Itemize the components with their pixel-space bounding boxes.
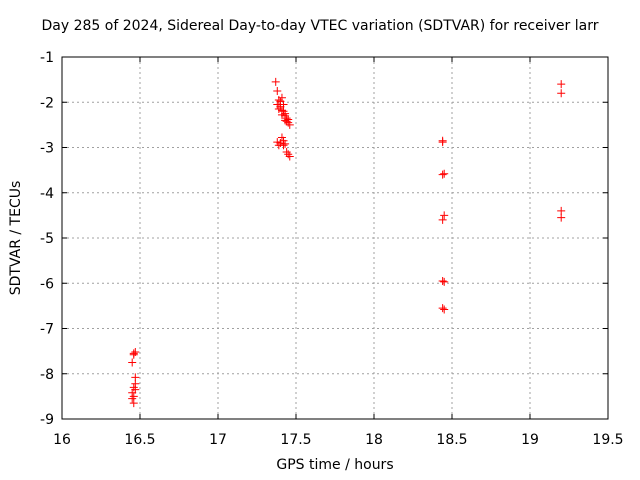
x-tick-label: 19.5	[592, 432, 623, 448]
data-point	[285, 152, 294, 161]
x-tick-label: 19	[521, 432, 539, 448]
y-tick-label: -1	[40, 50, 54, 66]
data-point	[438, 138, 447, 147]
data-point	[557, 206, 566, 215]
chart-title: Day 285 of 2024, Sidereal Day-to-day VTE…	[41, 18, 599, 34]
data-point	[440, 305, 449, 314]
data-point	[277, 93, 286, 102]
data-point	[277, 110, 286, 119]
x-tick-label: 18.5	[436, 432, 467, 448]
y-axis-label: SDTVAR / TECUs	[8, 180, 24, 296]
x-tick-label: 16.5	[124, 432, 155, 448]
data-point	[557, 89, 566, 98]
data-point	[557, 80, 566, 89]
data-point	[274, 105, 283, 114]
y-axis-ticks: -1 -2 -3 -4 -5 -6 -7 -8 -9	[40, 50, 608, 428]
grid-lines	[62, 57, 608, 419]
data-point	[279, 141, 288, 150]
data-point	[284, 150, 293, 159]
y-tick-label: -3	[40, 141, 54, 157]
data-point	[273, 86, 282, 95]
y-tick-label: -9	[40, 412, 54, 428]
data-point	[440, 169, 449, 178]
data-point	[440, 211, 449, 220]
data-point	[281, 139, 290, 148]
data-point	[277, 133, 286, 142]
data-point	[440, 277, 449, 286]
y-tick-label: -7	[40, 322, 54, 338]
y-tick-label: -2	[40, 95, 54, 111]
data-point	[129, 399, 138, 408]
x-axis-ticks: 16 16.5 17 17.5 18 18.5 19 19.5	[53, 57, 624, 448]
data-point	[129, 350, 138, 359]
y-tick-label: -8	[40, 367, 54, 383]
data-points	[128, 77, 566, 408]
data-point	[285, 120, 294, 129]
data-point	[438, 170, 447, 179]
data-point	[281, 116, 290, 125]
data-point	[271, 77, 280, 86]
x-tick-label: 16	[53, 432, 71, 448]
data-point	[129, 383, 138, 392]
data-point	[128, 358, 137, 367]
data-point	[128, 394, 137, 403]
data-point	[438, 215, 447, 224]
x-axis-label: GPS time / hours	[276, 457, 394, 473]
x-tick-label: 17.5	[280, 432, 311, 448]
data-point	[557, 213, 566, 222]
data-point	[438, 276, 447, 285]
y-tick-label: -6	[40, 276, 54, 292]
data-point	[438, 304, 447, 313]
x-tick-label: 18	[365, 432, 383, 448]
data-point	[279, 100, 288, 109]
y-tick-label: -4	[40, 186, 54, 202]
y-tick-label: -5	[40, 231, 54, 247]
x-tick-label: 17	[209, 432, 227, 448]
